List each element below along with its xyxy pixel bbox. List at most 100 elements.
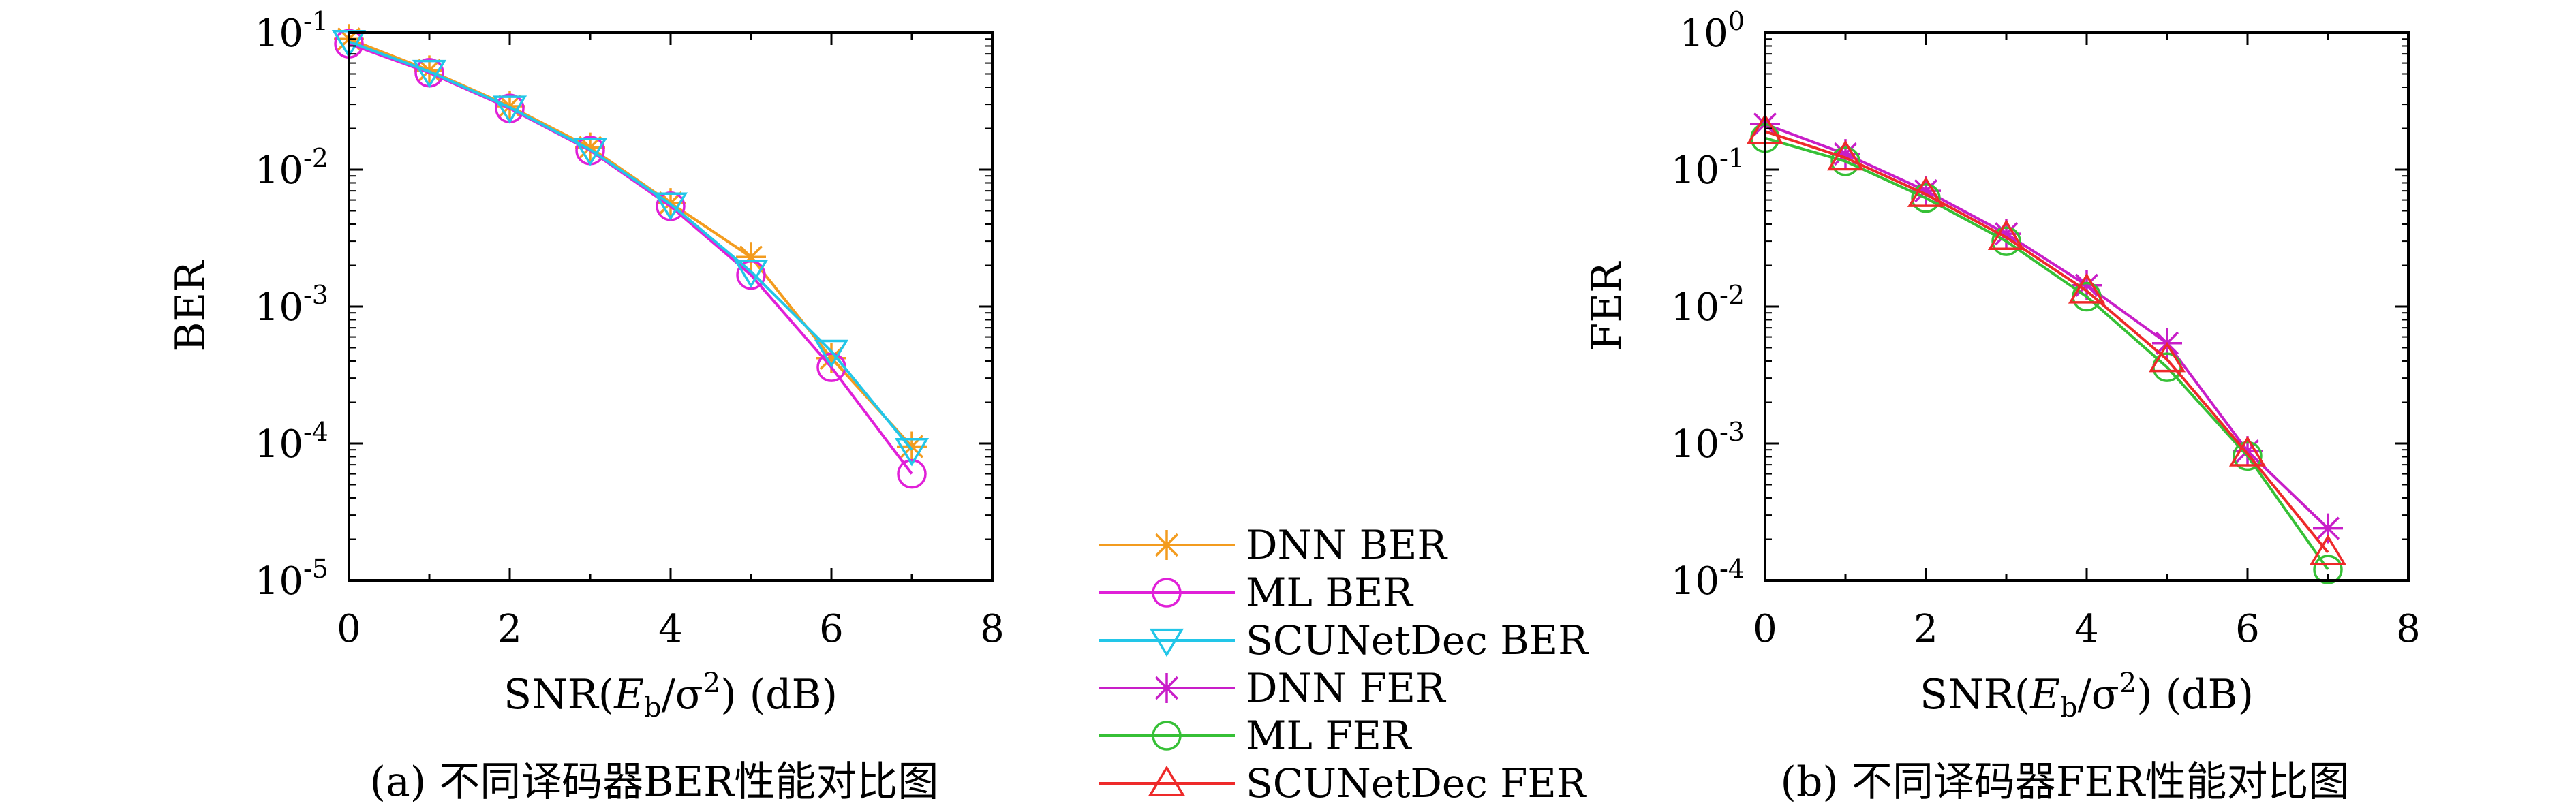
data-point-dnn-ber	[575, 132, 605, 163]
legend-marker	[1149, 628, 1184, 657]
legend-item-dnn-fer: DNN FER	[1099, 665, 1447, 711]
legend-label: SCUNetDec BER	[1246, 617, 1589, 663]
panel-a-ytick-label: 10-4	[255, 417, 328, 467]
data-point-dnn-ber-shape	[816, 343, 846, 373]
data-point-ml-ber-shape	[897, 458, 927, 489]
series-line-ml-ber	[348, 42, 913, 475]
data-point-dnn-fer-shape	[2313, 513, 2343, 544]
data-point-ml-fer	[2233, 441, 2263, 471]
legend-swatch	[1099, 721, 1235, 751]
data-point-ml-fer	[1991, 226, 2021, 256]
data-point-scunetdec-ber-shape	[572, 138, 608, 166]
legend-marker-shape	[1149, 628, 1184, 657]
data-point-scunetdec-fer	[2228, 436, 2267, 467]
panel-b-ytick-label: 100	[1680, 6, 1745, 56]
panel-b-xtick-label: 0	[1753, 607, 1777, 651]
data-point-dnn-fer-shape	[2072, 270, 2102, 300]
legend-marker	[1152, 721, 1182, 751]
panel-b-ytick-label: 10-4	[1671, 554, 1745, 604]
series-line-scunetdec-fer	[1764, 130, 2329, 554]
data-point-dnn-ber	[736, 242, 766, 272]
data-point-dnn-fer-shape	[1830, 139, 1860, 170]
data-point-ml-fer	[2313, 555, 2343, 584]
data-point-scunetdec-fer	[1987, 219, 2025, 251]
legend-swatch	[1099, 628, 1235, 657]
panel-b-caption: (b) 不同译码器FER性能对比图	[1781, 758, 2350, 806]
data-point-scunetdec-fer	[2148, 341, 2186, 373]
data-point-dnn-ber-shape	[736, 242, 766, 272]
legend-item-dnn-ber: DNN BER	[1099, 522, 1448, 568]
data-point-ml-fer-shape	[2233, 441, 2263, 471]
data-point-scunetdec-fer-shape	[2148, 341, 2186, 373]
data-point-ml-fer	[1911, 183, 1941, 213]
series-line-ml-fer	[1764, 136, 2329, 571]
data-point-dnn-fer	[2072, 270, 2102, 300]
legend-marker-shape	[1152, 530, 1182, 560]
data-point-dnn-ber-shape	[897, 431, 927, 462]
legend-swatch	[1099, 530, 1235, 560]
panel-b-marks	[1746, 109, 2347, 584]
data-point-scunetdec-fer-shape	[1907, 176, 1945, 207]
series-line-scunetdec-ber	[348, 40, 913, 451]
data-point-scunetdec-fer-shape	[2228, 436, 2267, 467]
panel-a-xtick-label: 4	[658, 607, 683, 651]
legend-marker-shape	[1152, 721, 1182, 751]
panel-b-ticks	[1764, 31, 2410, 582]
panel-a-ticks	[348, 31, 994, 582]
panel-b-xtick-label: 2	[1914, 607, 1938, 651]
panel-b: 100 10-1 10-2 10-3 10-4 0 2 4 6 8 SNR(Eb…	[1583, 6, 2421, 806]
legend-marker-shape	[1152, 578, 1182, 608]
data-point-scunetdec-fer-shape	[2068, 272, 2106, 304]
panel-b-ytick-label: 10-1	[1671, 143, 1745, 193]
data-point-dnn-fer	[2233, 436, 2263, 467]
series-line-dnn-fer	[1764, 123, 2329, 530]
data-point-ml-fer	[1830, 146, 1860, 176]
legend-item-scunetdec-ber: SCUNetDec BER	[1099, 617, 1589, 663]
legend-swatch	[1099, 673, 1235, 703]
data-point-dnn-fer	[1830, 139, 1860, 170]
panel-a-xtick-label: 8	[980, 607, 1005, 651]
legend-label: SCUNetDec FER	[1246, 760, 1588, 807]
data-point-scunetdec-fer	[1826, 140, 1865, 171]
data-point-scunetdec-ber	[412, 59, 447, 89]
data-point-dnn-fer-shape	[1911, 176, 1941, 206]
data-point-scunetdec-fer	[2068, 272, 2106, 304]
panel-a-ytick-label: 10-3	[255, 280, 328, 330]
panel-a-frame	[348, 31, 994, 582]
panel-a-ytick-label: 10-2	[255, 143, 328, 193]
data-point-scunetdec-fer	[2309, 534, 2347, 565]
data-point-scunetdec-fer-shape	[2309, 534, 2347, 565]
panel-b-xtick-label: 8	[2396, 607, 2421, 651]
data-point-ml-fer-shape	[2313, 555, 2343, 584]
legend-item-scunetdec-fer: SCUNetDec FER	[1099, 760, 1588, 807]
legend-item-ml-fer: ML FER	[1099, 713, 1413, 759]
legend-marker	[1152, 530, 1182, 560]
data-point-dnn-fer-shape	[2233, 436, 2263, 467]
legend-label: DNN BER	[1246, 522, 1448, 568]
panel-a: 10-1 10-2 10-3 10-4 10-5 0 2 4 6 8 SNR(E…	[167, 6, 1005, 806]
data-point-ml-ber	[897, 458, 927, 489]
panel-a-y-axis-label: BER	[167, 260, 215, 352]
panel-b-x-axis-label: SNR(Eb/σ2) (dB)	[1920, 668, 2254, 723]
panel-b-xtick-label: 6	[2235, 607, 2260, 651]
panel-a-x-axis-label: SNR(Eb/σ2) (dB)	[504, 668, 838, 723]
data-point-ml-fer-shape	[1830, 146, 1860, 176]
legend: DNN BER ML BER SCUNetDec BER DNN FER ML …	[1099, 522, 1589, 807]
data-point-scunetdec-ber	[894, 438, 930, 467]
data-point-scunetdec-ber-shape	[331, 30, 367, 59]
panel-a-ytick-label: 10-1	[255, 6, 328, 56]
legend-item-ml-ber: ML BER	[1099, 569, 1414, 616]
panel-b-y-axis-label: FER	[1583, 261, 1631, 351]
data-point-scunetdec-ber-shape	[412, 59, 447, 89]
legend-marker	[1152, 673, 1182, 703]
legend-label: ML FER	[1246, 713, 1413, 759]
data-point-scunetdec-fer-shape	[1987, 219, 2025, 251]
panel-a-xtick-label: 0	[337, 607, 361, 651]
data-point-scunetdec-ber	[572, 138, 608, 166]
legend-swatch	[1099, 765, 1235, 796]
panel-a-caption: (a) 不同译码器BER性能对比图	[370, 758, 939, 806]
data-point-scunetdec-ber-shape	[653, 192, 688, 221]
panel-a-marks	[331, 24, 930, 489]
data-point-dnn-fer	[1911, 176, 1941, 206]
